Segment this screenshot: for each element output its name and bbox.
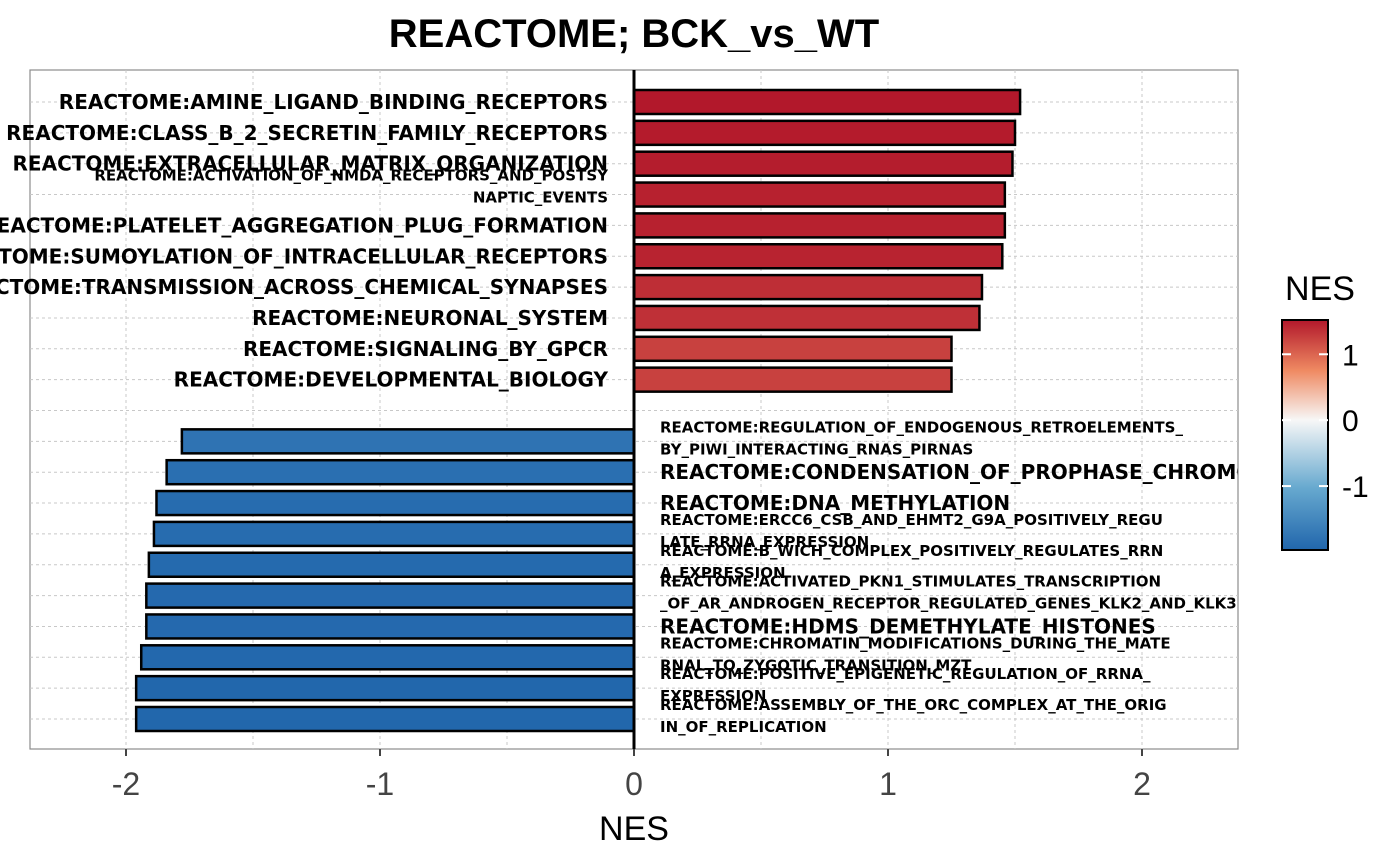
bar-label-line-2: A_EXPRESSION — [660, 564, 786, 582]
bar-label-7: REACTOME:NEURONAL_SYSTEM — [252, 306, 608, 330]
bar-14 — [147, 551, 636, 578]
bar-labels-left-overflow: REACTOME:AMINE_LIGAND_BINDING_RECEPTORS R… — [0, 90, 609, 392]
bar-label-line-2: NAPTIC_EVENTS — [473, 189, 608, 207]
bar-1 — [632, 119, 1017, 147]
bar-label-8: REACTOME:SIGNALING_BY_GPCR — [243, 337, 608, 361]
bar-label-line-1: REACTOME:REGULATION_OF_ENDOGENOUS_RETROE… — [660, 418, 1183, 436]
bar-label-4: REACTOME:PLATELET_AGGREGATION_PLUG_FORMA… — [0, 213, 608, 237]
bar-17 — [139, 644, 636, 671]
bar-label-18: REACTOME:POSITIVE_EPIGENETIC_REGULATION_… — [660, 665, 1151, 705]
x-tick-label-1: -1 — [366, 766, 394, 802]
bar-label-12: REACTOME:DNA_METHYLATION — [660, 491, 1010, 515]
legend-ticks: 1 0 -1 — [1282, 339, 1369, 504]
bar-2 — [632, 150, 1014, 177]
bar-label-14: REACTOME:B_WICH_COMPLEX_POSITIVELY_REGUL… — [660, 542, 1163, 582]
bar-12 — [155, 489, 636, 517]
bar-label-5: REACTOME:SUMOYLATION_OF_INTRACELLULAR_RE… — [0, 244, 608, 268]
bar-11 — [165, 458, 636, 486]
bar-label-16: REACTOME:HDMS_DEMETHYLATE_HISTONES — [660, 614, 1156, 638]
legend-tick-label-2: -1 — [1342, 471, 1369, 504]
x-tick-label-3: 1 — [879, 766, 897, 802]
bar-9 — [632, 366, 953, 393]
bar-label-line-2: _OF_AR_ANDROGEN_RECEPTOR_REGULATED_GENES… — [660, 595, 1237, 613]
bar-19 — [134, 705, 636, 733]
bar-label-line-2: RNAL_TO_ZYGOTIC_TRANSITION_MZT — [660, 656, 972, 674]
bar-8 — [632, 335, 953, 363]
bar-16 — [145, 613, 636, 640]
legend-colorbar — [1281, 319, 1329, 551]
bar-10 — [180, 428, 636, 455]
bar-13 — [152, 520, 636, 548]
bar-label-line-1: REACTOME:ACTIVATION_OF_NMDA_RECEPTORS_AN… — [94, 167, 609, 185]
x-axis-title: NES — [599, 810, 669, 848]
bar-label-line-1: REACTOME:CHROMATIN_MODIFICATIONS_DURING_… — [660, 634, 1171, 652]
bar-15 — [145, 582, 636, 609]
bar-label-line-2: EXPRESSION — [660, 687, 766, 705]
bar-label-1: REACTOME:CLASS_B_2_SECRETIN_FAMILY_RECEP… — [6, 121, 608, 145]
bar-label-2: REACTOME:EXTRACELLULAR_MATRIX_ORGANIZATI… — [13, 152, 608, 176]
bar-6 — [632, 273, 984, 301]
bar-label-19: REACTOME:ASSEMBLY_OF_THE_ORC_COMPLEX_AT_… — [660, 696, 1167, 736]
bars — [134, 88, 1022, 733]
legend-title: NES — [1285, 270, 1355, 308]
x-tick-label-4: 2 — [1133, 766, 1151, 802]
bar-labels: REACTOME:REGULATION_OF_ENDOGENOUS_RETROE… — [660, 418, 1333, 736]
bar-label-line-1: REACTOME:B_WICH_COMPLEX_POSITIVELY_REGUL… — [660, 542, 1163, 560]
x-axis-ticks: -2 -1 0 1 2 — [112, 749, 1151, 802]
bar-label-9: REACTOME:DEVELOPMENTAL_BIOLOGY — [174, 368, 609, 392]
bar-label-17: REACTOME:CHROMATIN_MODIFICATIONS_DURING_… — [660, 634, 1171, 674]
bar-18 — [134, 674, 636, 702]
legend-tick-label-1: 0 — [1342, 405, 1359, 438]
bar-label-line-1: REACTOME:POSITIVE_EPIGENETIC_REGULATION_… — [660, 665, 1151, 683]
chart-title: REACTOME; BCK_vs_WT — [389, 12, 879, 56]
bar-label-line-1: REACTOME:ACTIVATED_PKN1_STIMULATES_TRANS… — [660, 573, 1161, 591]
bar-label-11: REACTOME:CONDENSATION_OF_PROPHASE_CHROMO… — [660, 460, 1333, 484]
bar-7 — [632, 304, 981, 332]
x-tick-label-2: 0 — [625, 766, 643, 802]
bar-label-line-2: LATE_RRNA_EXPRESSION — [660, 533, 869, 551]
bar-label-6: REACTOME:TRANSMISSION_ACROSS_CHEMICAL_SY… — [0, 275, 608, 299]
bar-label-line-1: REACTOME:ERCC6_CSB_AND_EHMT2_G9A_POSITIV… — [660, 511, 1163, 529]
legend-tick-label-0: 1 — [1342, 339, 1359, 372]
bar-label-line-1: REACTOME:ASSEMBLY_OF_THE_ORC_COMPLEX_AT_… — [660, 696, 1167, 714]
bar-3 — [632, 181, 1007, 208]
bar-0 — [632, 88, 1022, 116]
bar-label-0: REACTOME:AMINE_LIGAND_BINDING_RECEPTORS — [59, 90, 608, 114]
bar-5 — [632, 243, 1004, 270]
bar-label-line-2: IN_OF_REPLICATION — [660, 718, 827, 736]
bar-4 — [632, 212, 1007, 239]
bar-label-13: REACTOME:ERCC6_CSB_AND_EHMT2_G9A_POSITIV… — [660, 511, 1163, 551]
x-tick-label-0: -2 — [112, 766, 140, 802]
bar-label-10: REACTOME:REGULATION_OF_ENDOGENOUS_RETROE… — [660, 418, 1183, 458]
bar-label-line-2: BY_PIWI_INTERACTING_RNAS_PIRNAS — [660, 440, 973, 458]
bar-label-3: REACTOME:ACTIVATION_OF_NMDA_RECEPTORS_AN… — [94, 167, 609, 207]
bar-label-15: REACTOME:ACTIVATED_PKN1_STIMULATES_TRANS… — [660, 573, 1237, 613]
